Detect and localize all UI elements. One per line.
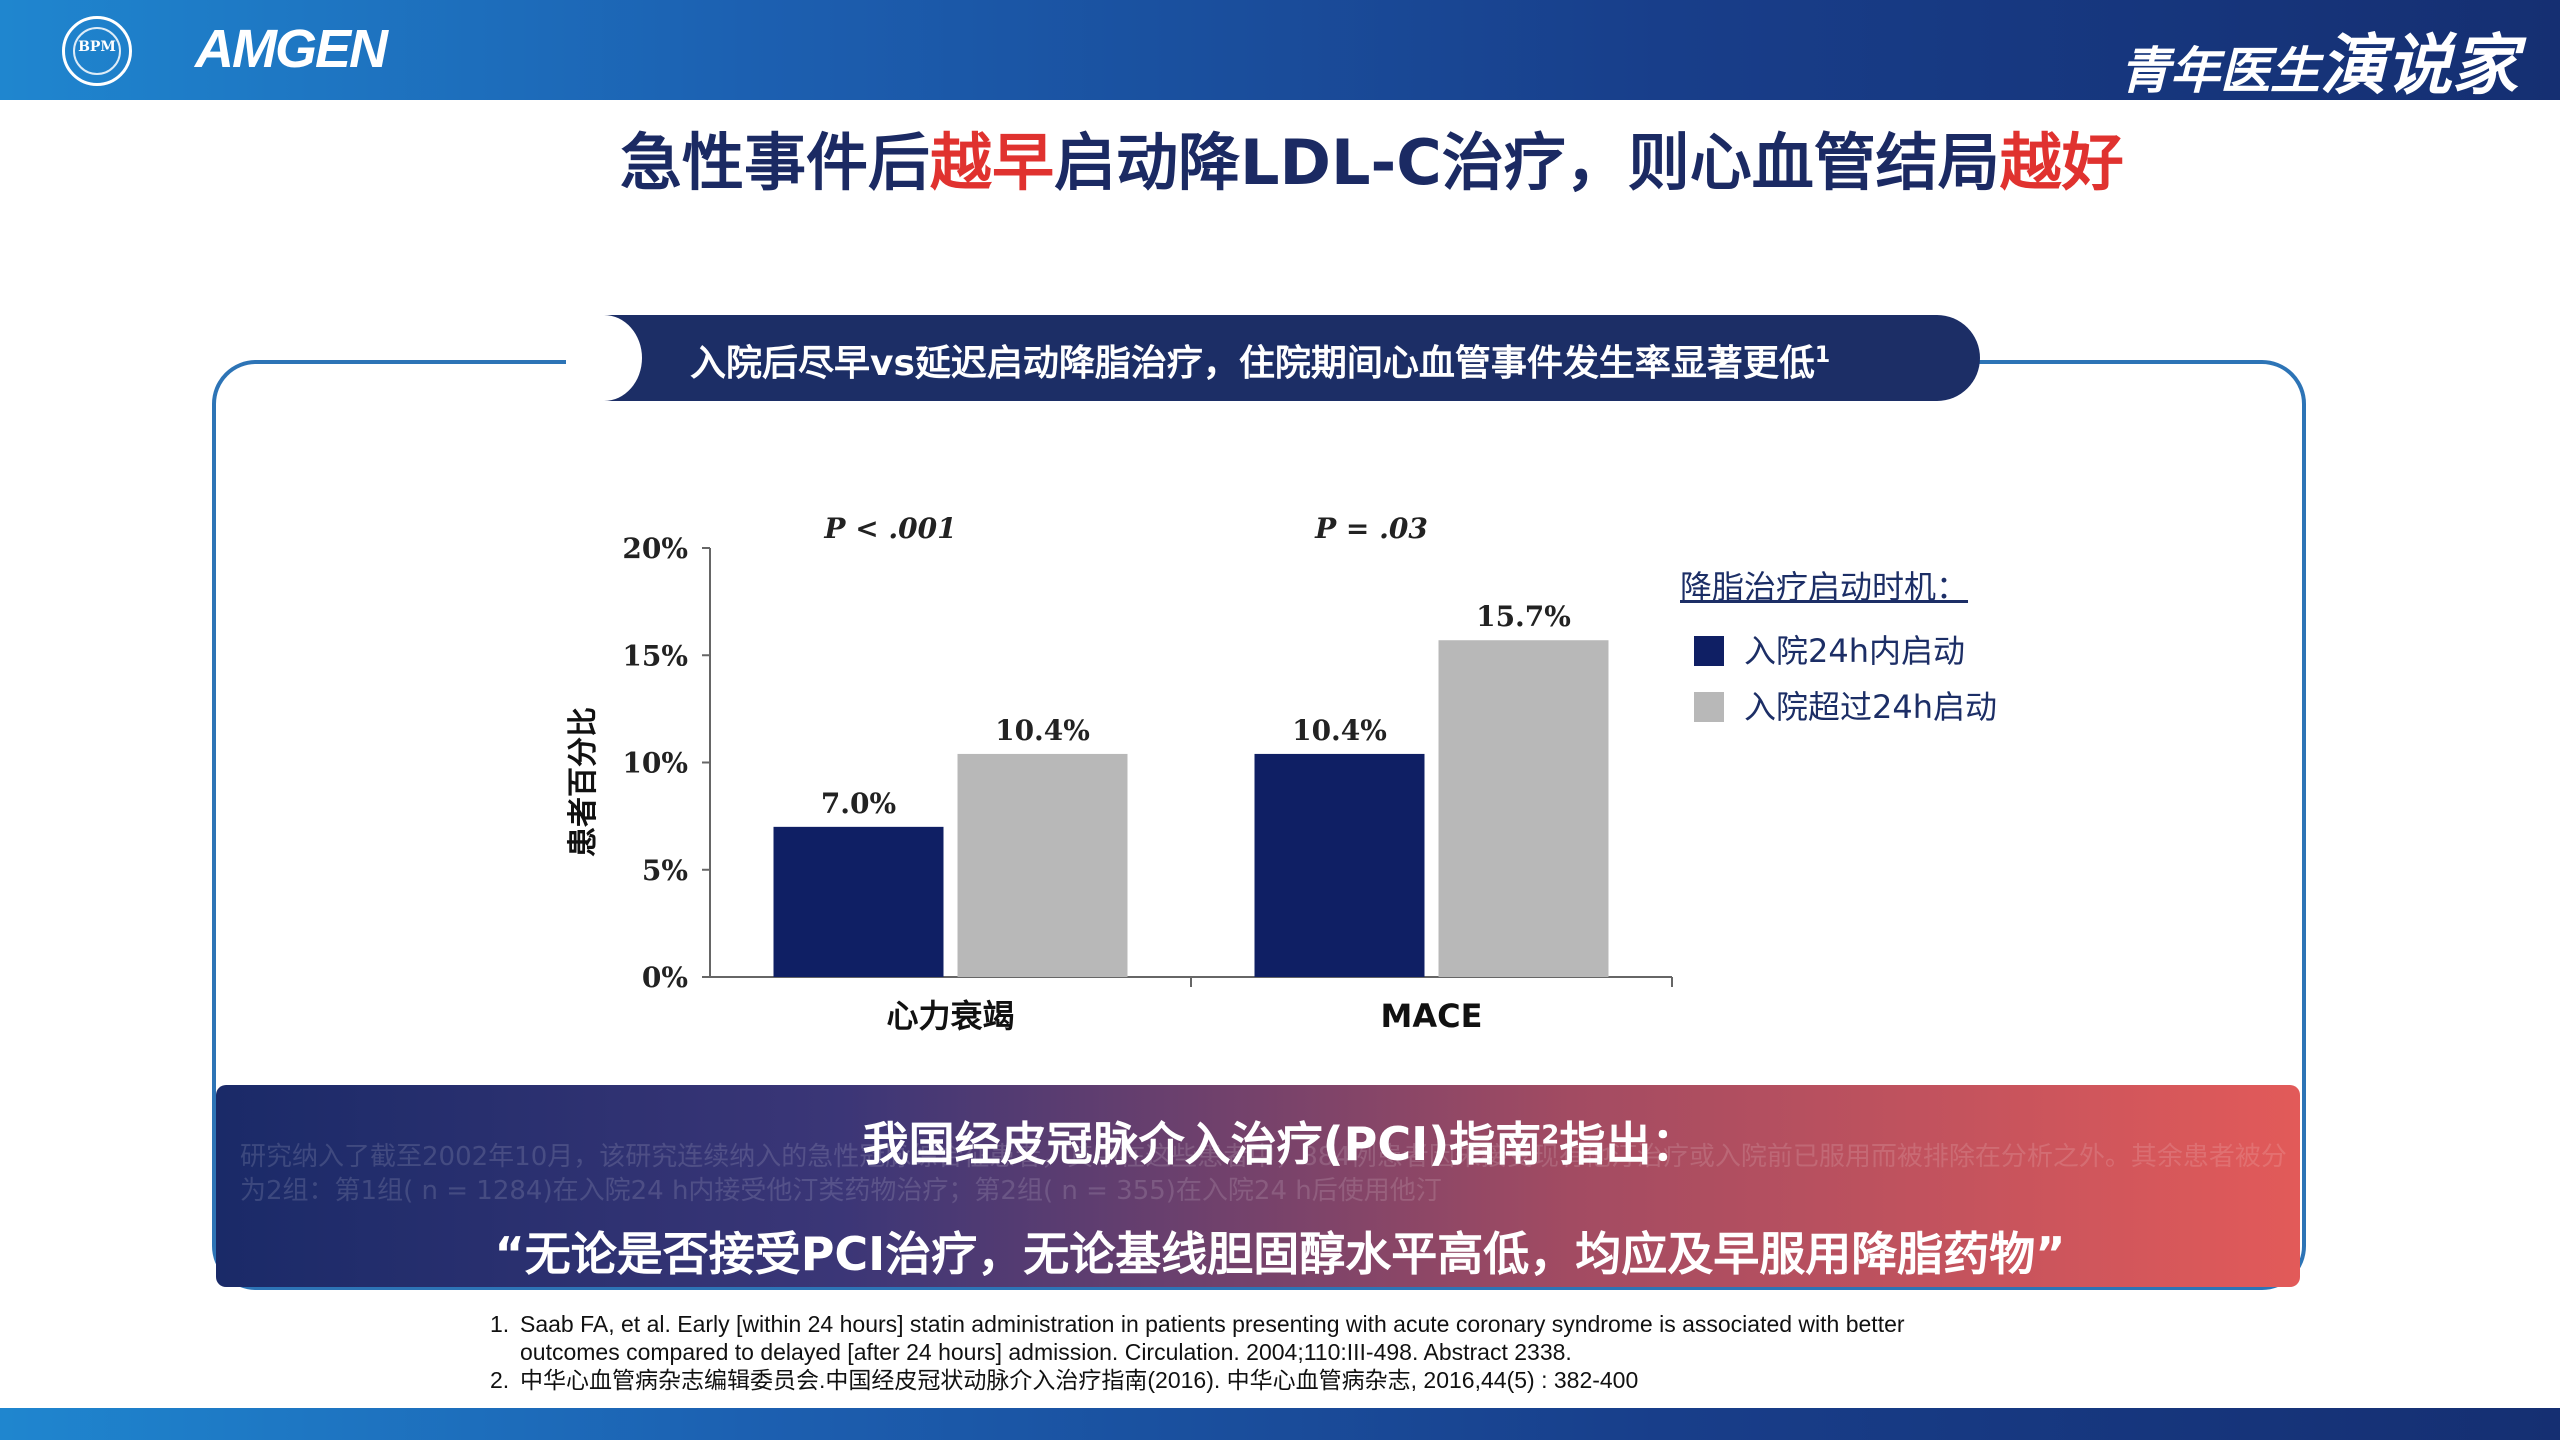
footer-band — [0, 1408, 2560, 1440]
title-highlight2: 越好 — [1999, 126, 2124, 199]
subtitle-banner-notch — [566, 315, 642, 401]
callout-quote: “无论是否接受PCI治疗，无论基线胆固醇水平高低，均应及早服用降脂药物” — [494, 1227, 2066, 1281]
callout-heading-pre: 我国经皮冠脉介入治疗(PCI)指南 — [862, 1117, 1542, 1171]
category-label: MACE — [1381, 997, 1483, 1035]
legend-swatch-late — [1694, 692, 1724, 722]
callout-heading-post: 指出： — [1559, 1117, 1698, 1171]
y-tick-label: 15% — [622, 639, 688, 672]
guideline-callout — [216, 1085, 2300, 1287]
callout-background-text: 研究纳入了截至2002年10月，该研究连续纳入的急性冠脉综合征患者，其中在这些患… — [240, 1142, 2287, 1206]
legend-swatch-early — [1694, 636, 1724, 666]
y-axis-label-box: 患者百分比 — [550, 700, 610, 860]
page-title: 急性事件后越早启动降LDL-C治疗，则心血管结局越好 — [620, 112, 2124, 202]
bpm-logo: BPM — [62, 16, 132, 86]
bar-late — [1438, 640, 1609, 977]
title-part2: 启动降LDL-C治疗，则心血管结局 — [1054, 126, 2000, 199]
brand-title-big: 演说家 — [2320, 27, 2518, 104]
legend-item-early: 入院24h内启动 — [1694, 626, 1965, 672]
bpm-logo-text: BPM — [78, 39, 116, 55]
header-band: BPM AMGEN 青年医生演说家 — [0, 0, 2560, 104]
reference-line: Saab FA, et al. Early [within 24 hours] … — [520, 1311, 1905, 1337]
category-label: 心力衰竭 — [886, 997, 1014, 1035]
legend-label-late: 入院超过24h启动 — [1744, 688, 1998, 726]
references: 1. Saab FA, et al. Early [within 24 hour… — [490, 1310, 1905, 1394]
subtitle-banner — [580, 315, 1980, 401]
bar-value-label: 7.0% — [821, 787, 896, 820]
legend-label-early: 入院24h内启动 — [1744, 632, 1966, 670]
amgen-logo: AMGEN — [195, 19, 388, 79]
subtitle-main: 入院后尽早vs延迟启动降脂治疗，住院期间心血管事件发生率显著更低 — [690, 343, 1815, 384]
y-axis-label: 患者百分比 — [566, 707, 601, 857]
brand-title: 青年医生演说家 — [2120, 12, 2518, 108]
brand-title-small: 青年医生 — [2120, 42, 2320, 100]
bar-value-label: 10.4% — [1292, 714, 1387, 747]
bar-early — [773, 826, 944, 977]
y-tick-label: 0% — [642, 961, 688, 994]
bar-early — [1254, 753, 1425, 977]
subtitle-text: 入院后尽早vs延迟启动降脂治疗，住院期间心血管事件发生率显著更低1 — [690, 334, 1830, 386]
reference-line: outcomes compared to delayed [after 24 h… — [520, 1339, 1572, 1365]
p-value-label: P = .03 — [1314, 512, 1428, 545]
reference-number: 2. — [490, 1367, 510, 1393]
bar-late — [957, 753, 1128, 977]
p-value-label: P < .001 — [823, 512, 956, 545]
callout-heading: 我国经皮冠脉介入治疗(PCI)指南2指出： — [0, 1108, 2560, 1174]
y-tick-label: 10% — [622, 747, 688, 780]
reference-line: 中华心血管病杂志编辑委员会.中国经皮冠状动脉介入治疗指南(2016). 中华心血… — [520, 1367, 1639, 1393]
reference-item: 1. Saab FA, et al. Early [within 24 hour… — [490, 1310, 1905, 1366]
bar-value-label: 10.4% — [995, 714, 1090, 747]
reference-number: 1. — [490, 1311, 510, 1337]
y-tick-label: 5% — [642, 854, 688, 887]
bar-value-label: 15.7% — [1476, 600, 1571, 633]
reference-item: 2. 中华心血管病杂志编辑委员会.中国经皮冠状动脉介入治疗指南(2016). 中… — [490, 1366, 1905, 1394]
legend-item-late: 入院超过24h启动 — [1694, 682, 1997, 728]
title-highlight1: 越早 — [930, 126, 1055, 199]
y-tick-label: 20% — [622, 532, 688, 565]
title-part1: 急性事件后 — [620, 126, 931, 199]
callout-heading-sup: 2 — [1541, 1120, 1560, 1151]
legend-title: 降脂治疗启动时机： — [1680, 568, 1969, 606]
subtitle-sup: 1 — [1814, 343, 1831, 368]
